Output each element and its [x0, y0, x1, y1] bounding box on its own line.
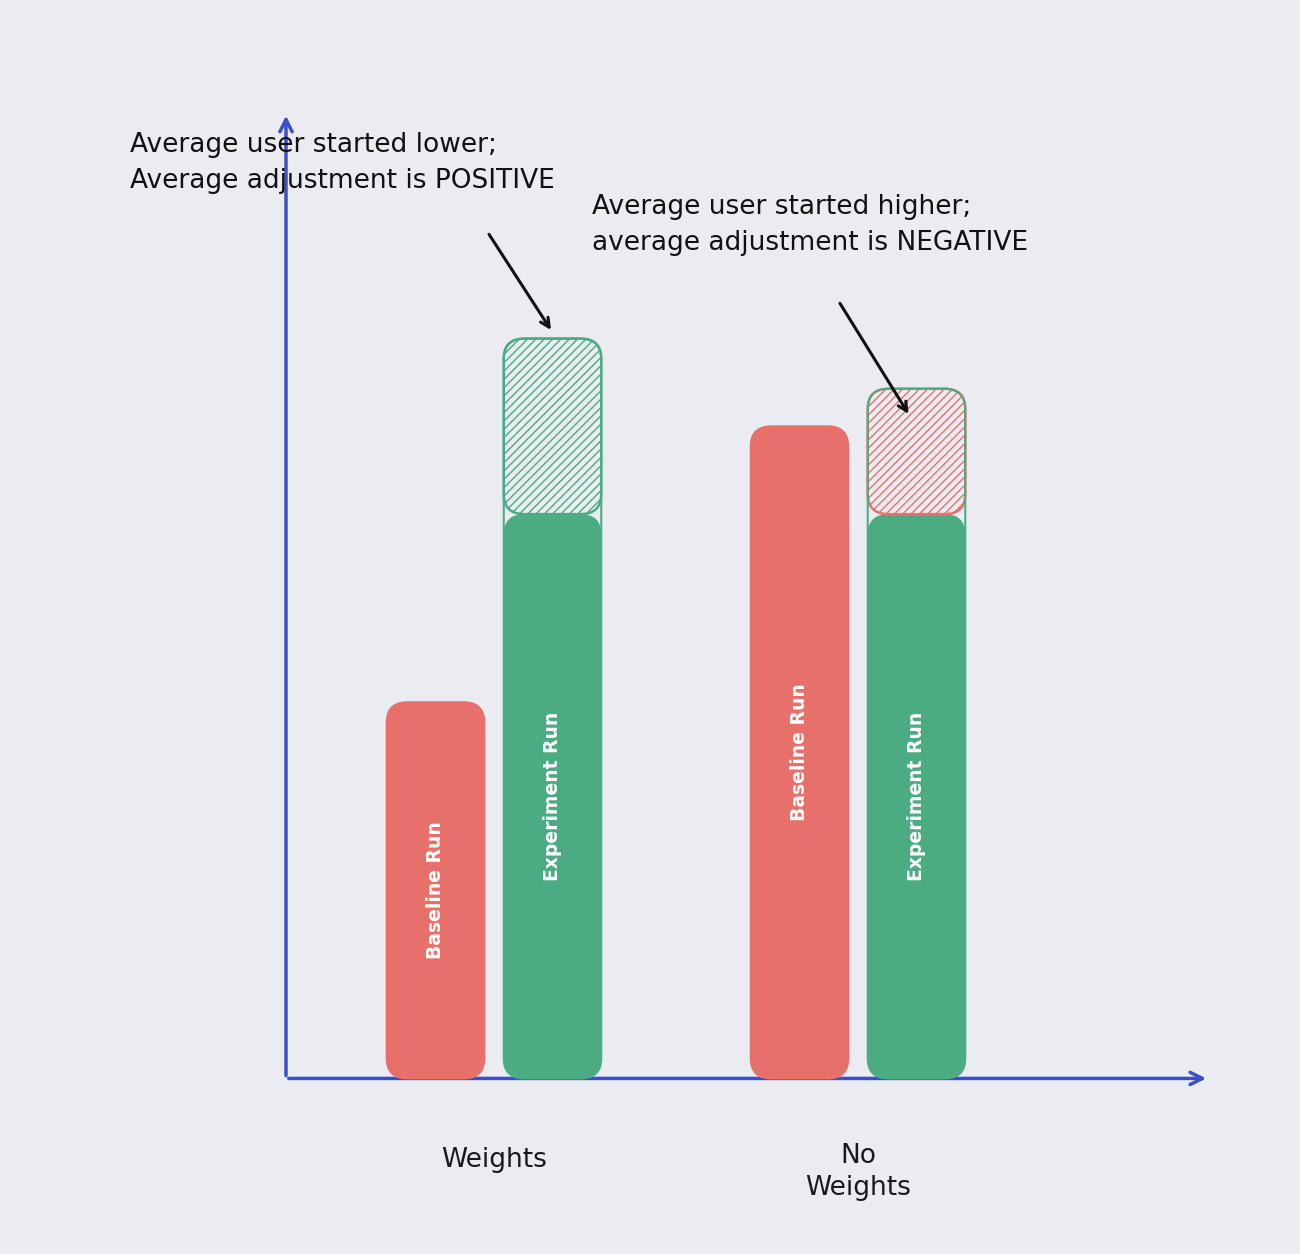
FancyBboxPatch shape: [504, 514, 601, 1078]
Text: Average user started lower;
Average adjustment is POSITIVE: Average user started lower; Average adju…: [130, 132, 555, 193]
Text: Average user started higher;
average adjustment is NEGATIVE: Average user started higher; average adj…: [592, 194, 1027, 256]
Text: Baseline Run: Baseline Run: [426, 821, 445, 959]
FancyBboxPatch shape: [751, 426, 848, 1078]
Text: Baseline Run: Baseline Run: [790, 683, 809, 821]
Text: Experiment Run: Experiment Run: [907, 712, 926, 880]
FancyBboxPatch shape: [387, 702, 485, 1078]
Text: No
Weights: No Weights: [805, 1144, 911, 1201]
FancyArrowPatch shape: [489, 234, 549, 327]
Text: Experiment Run: Experiment Run: [543, 712, 562, 880]
FancyBboxPatch shape: [868, 514, 965, 1078]
Text: Weights: Weights: [441, 1147, 547, 1172]
FancyArrowPatch shape: [840, 303, 906, 411]
